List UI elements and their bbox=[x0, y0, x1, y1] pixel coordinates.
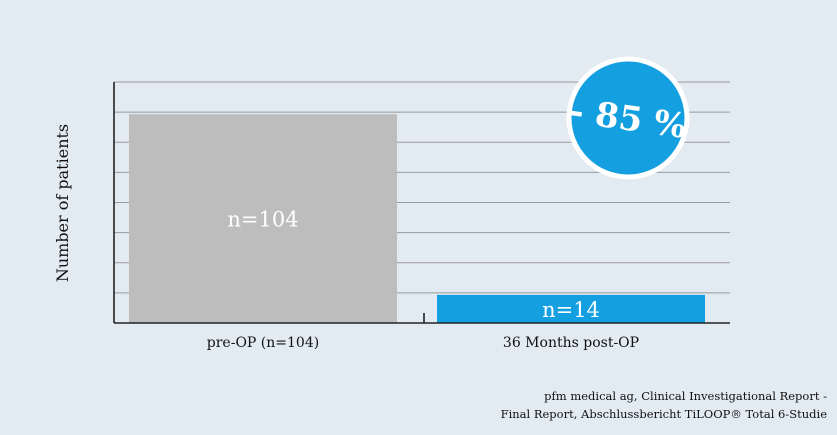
bars bbox=[129, 114, 705, 323]
source-line-2: Final Report, Abschlussbericht TiLOOP® T… bbox=[500, 407, 827, 421]
bar bbox=[129, 114, 397, 323]
bar bbox=[437, 294, 705, 323]
axes bbox=[113, 82, 730, 324]
labels: n=104 pre-OP (n=104) n=14 36 Months post-OP bbox=[207, 208, 639, 351]
source-line-1: pfm medical ag, Clinical Investigational… bbox=[544, 389, 827, 403]
source-citation: pfm medical ag, Clinical Investigational… bbox=[501, 387, 827, 423]
x-tick-label: pre-OP (n=104) bbox=[207, 335, 319, 351]
x-tick-label: 36 Months post-OP bbox=[503, 335, 639, 351]
badge-circle bbox=[566, 56, 690, 180]
bar-data-label: n=104 bbox=[227, 208, 298, 232]
y-axis-label: Number of patients bbox=[53, 124, 72, 282]
bar-data-label: n=14 bbox=[542, 298, 600, 322]
reduction-badge: - 85 % bbox=[566, 56, 690, 180]
